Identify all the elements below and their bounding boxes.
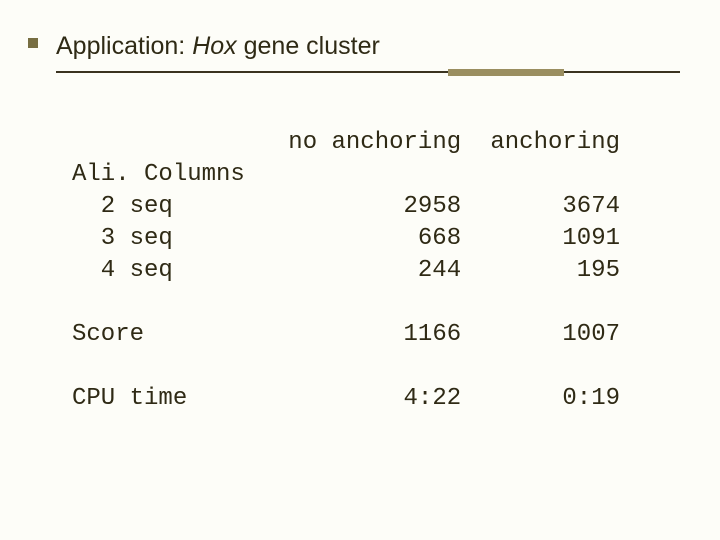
row-label: 4 seq (66, 255, 282, 287)
row-c1: 1166 (282, 319, 467, 351)
header-col2: anchoring (467, 127, 626, 159)
row-c1: 2958 (282, 191, 467, 223)
slide-title: Application: Hox gene cluster (56, 32, 680, 61)
title-rule-accent (448, 69, 564, 76)
title-suffix: gene cluster (237, 32, 380, 60)
row-label: 2 seq (66, 191, 282, 223)
row-c1: 244 (282, 255, 467, 287)
row-c2: 1007 (467, 319, 626, 351)
spacer-row (66, 287, 626, 319)
row-c2: 195 (467, 255, 626, 287)
title-bullet (28, 38, 38, 48)
title-rule-line (56, 71, 680, 73)
title-prefix: Application: (56, 32, 192, 60)
title-italic: Hox (192, 32, 236, 60)
slide: Application: Hox gene cluster no anchori… (0, 0, 720, 540)
section-ali-label: Ali. Columns (66, 159, 282, 191)
table-row: Score 1166 1007 (66, 319, 626, 351)
row-c1: 668 (282, 223, 467, 255)
header-empty (66, 127, 282, 159)
table-row: 3 seq 668 1091 (66, 223, 626, 255)
header-row: no anchoring anchoring (66, 127, 626, 159)
row-label: CPU time (66, 383, 282, 415)
row-c1: 4:22 (282, 383, 467, 415)
row-label: 3 seq (66, 223, 282, 255)
section-ali-row: Ali. Columns (66, 159, 626, 191)
spacer-row (66, 351, 626, 383)
header-col1: no anchoring (282, 127, 467, 159)
data-table: no anchoring anchoring Ali. Columns 2 se… (66, 127, 626, 415)
row-label: Score (66, 319, 282, 351)
title-rule (56, 71, 680, 83)
row-c2: 0:19 (467, 383, 626, 415)
row-c2: 3674 (467, 191, 626, 223)
row-c2: 1091 (467, 223, 626, 255)
table-row: 4 seq 244 195 (66, 255, 626, 287)
empty-cell (282, 159, 467, 191)
table-row: CPU time 4:22 0:19 (66, 383, 626, 415)
table-row: 2 seq 2958 3674 (66, 191, 626, 223)
empty-cell (467, 159, 626, 191)
